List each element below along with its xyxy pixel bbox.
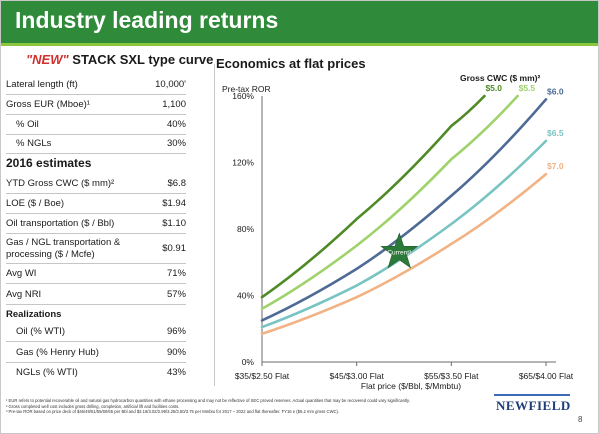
annotations: Current³ bbox=[380, 232, 419, 269]
metric-label: Gas / NGL transportation & bbox=[6, 237, 121, 248]
y-tick-label: 80% bbox=[237, 224, 254, 234]
page-number: 8 bbox=[578, 415, 583, 424]
metric-label: NGLs (% WTI) bbox=[16, 367, 78, 378]
section-title: Realizations bbox=[6, 309, 62, 320]
metric-value: 96% bbox=[166, 326, 186, 337]
chart-title: Economics at flat prices bbox=[216, 56, 366, 71]
row-divider bbox=[6, 94, 186, 95]
metric-value: 43% bbox=[166, 367, 186, 378]
legend-title: Gross CWC ($ mm)² bbox=[460, 73, 540, 83]
metric-label: Gross EUR (Mboe)¹ bbox=[6, 99, 90, 110]
row-divider bbox=[6, 153, 186, 154]
metric-label: Avg WI bbox=[6, 268, 37, 279]
metric-value: 10,000' bbox=[155, 79, 186, 90]
section-title: 2016 estimates bbox=[6, 156, 92, 170]
logo-text: NEWFIELD bbox=[496, 398, 571, 413]
metric-value: 57% bbox=[166, 289, 186, 300]
series-label: $6.5 bbox=[547, 128, 564, 138]
page-title: Industry leading returns bbox=[15, 7, 279, 33]
metric-label: Lateral length (ft) bbox=[6, 79, 78, 90]
row-divider bbox=[6, 283, 186, 284]
newfield-logo: NEWFIELD bbox=[494, 394, 570, 416]
x-tick-label: $45/$3.00 Flat bbox=[329, 371, 384, 381]
metric-value: $1.94 bbox=[162, 198, 186, 209]
series-line bbox=[260, 172, 548, 336]
metric-label: Gas (% Henry Hub) bbox=[16, 347, 99, 358]
y-tick-label: 40% bbox=[237, 291, 254, 301]
y-axis-label: Pre-tax ROR bbox=[222, 84, 271, 94]
x-tick-label: $35/$2.50 Flat bbox=[235, 371, 290, 381]
row-divider bbox=[6, 233, 186, 234]
footnotes: ¹ EUR refers to potential recoverable oi… bbox=[6, 398, 481, 415]
annotation-label: Current³ bbox=[387, 249, 412, 256]
footnote: ² Gross completed well cost includes gro… bbox=[6, 403, 180, 409]
header-bar: Industry leading returns bbox=[1, 1, 598, 43]
metric-value: $1.10 bbox=[162, 218, 186, 229]
metric-value: 40% bbox=[166, 119, 186, 130]
row-divider bbox=[6, 213, 186, 214]
metric-label: Oil transportation ($ / Bbl) bbox=[6, 218, 115, 229]
series-line bbox=[260, 94, 486, 299]
row-divider bbox=[6, 263, 186, 264]
series-line bbox=[260, 139, 548, 329]
row-divider bbox=[6, 114, 186, 115]
current-star-icon bbox=[380, 232, 419, 269]
y-tick-label: 160% bbox=[232, 91, 254, 101]
metric-label: % NGLs bbox=[16, 138, 52, 149]
metric-value: $0.91 bbox=[162, 243, 186, 254]
axes: 0% 40% 80% 120% 160% $35/$2.50 Flat $45/$3.00 … bbox=[232, 91, 574, 381]
metric-value: $6.8 bbox=[167, 178, 187, 189]
row-divider bbox=[6, 362, 186, 363]
metric-label-line2: processing ($ / Mcfe) bbox=[6, 249, 95, 260]
metric-value: 1,100 bbox=[162, 99, 186, 110]
type-curve-title-text: STACK SXL type curve bbox=[68, 52, 214, 67]
x-axis-label: Flat price ($/Bbl, $/Mmbtu) bbox=[361, 381, 461, 391]
row-divider bbox=[6, 304, 186, 305]
y-tick-label: 0% bbox=[242, 357, 255, 367]
series-label: $7.0 bbox=[547, 161, 564, 171]
row-divider bbox=[6, 193, 186, 194]
metric-value: 30% bbox=[166, 138, 186, 149]
footnote: ³ Pre-tax ROR based on price deck of $46… bbox=[6, 409, 340, 415]
series-lines: $5.0 $5.5 $6.0 $6.5 $7.0 bbox=[260, 83, 564, 336]
series-line bbox=[260, 94, 519, 311]
panel-separator bbox=[214, 64, 215, 386]
header-accent-rule bbox=[1, 43, 598, 46]
series-label: $5.5 bbox=[519, 83, 536, 93]
metric-value: 90% bbox=[166, 347, 186, 358]
metric-label: LOE ($ / Boe) bbox=[6, 198, 65, 209]
new-tag: "NEW" bbox=[26, 52, 69, 67]
metric-label: Oil (% WTI) bbox=[16, 326, 66, 337]
series-line bbox=[260, 98, 548, 322]
row-divider bbox=[6, 341, 186, 342]
x-tick-label: $65/$4.00 Flat bbox=[519, 371, 574, 381]
series-label: $5.0 bbox=[485, 83, 502, 93]
x-tick-label: $55/$3.50 Flat bbox=[424, 371, 479, 381]
row-divider bbox=[6, 134, 186, 135]
type-curve-title: "NEW" STACK SXL type curve bbox=[26, 52, 213, 67]
metric-label: % Oil bbox=[16, 119, 39, 130]
series-label: $6.0 bbox=[547, 86, 564, 96]
footnote: ¹ EUR refers to potential recoverable oi… bbox=[6, 398, 410, 403]
y-tick-label: 120% bbox=[232, 158, 254, 168]
metric-label: Avg NRI bbox=[6, 289, 42, 300]
metric-label: YTD Gross CWC ($ mm)² bbox=[6, 178, 115, 189]
metric-value: 71% bbox=[166, 268, 186, 279]
